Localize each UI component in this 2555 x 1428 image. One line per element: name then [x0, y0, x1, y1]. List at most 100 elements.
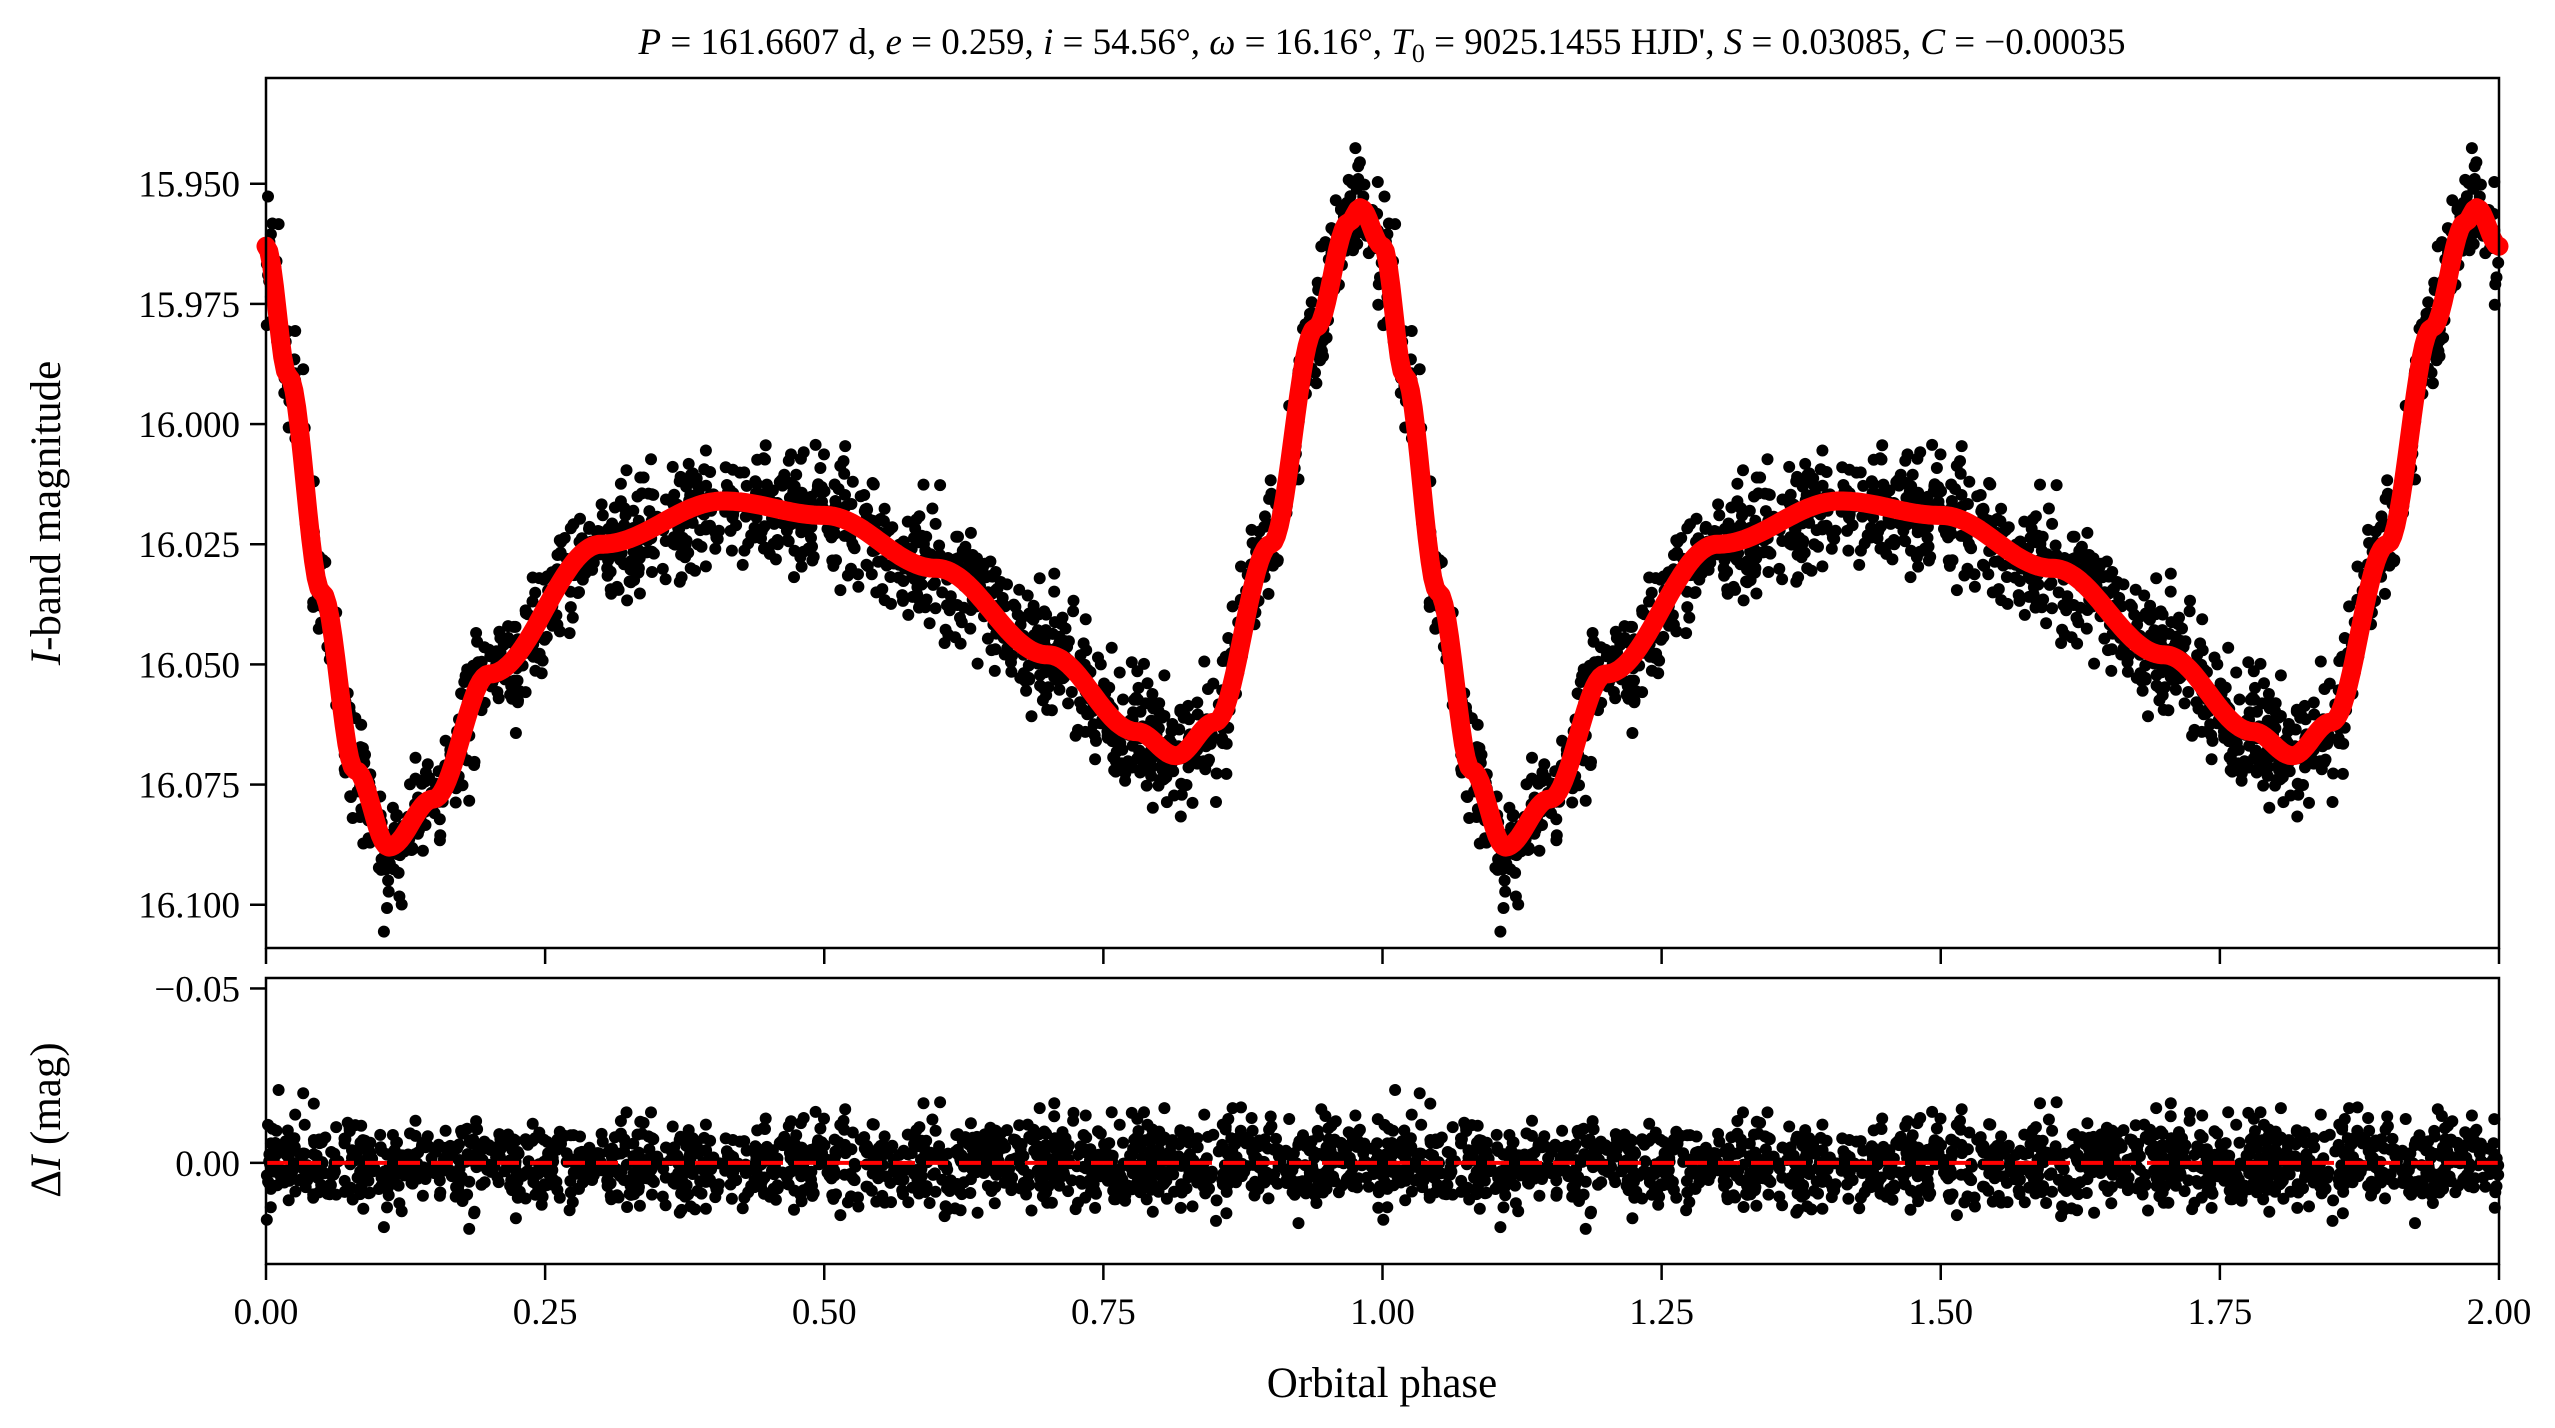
data-point — [1681, 601, 1694, 614]
data-point — [2000, 571, 2013, 583]
data-point — [1499, 885, 1512, 898]
data-point — [1690, 512, 1703, 525]
data-point — [1820, 521, 1833, 534]
data-point — [2465, 142, 2478, 155]
data-point — [2178, 697, 2191, 710]
data-point — [1033, 572, 1046, 585]
data-point — [978, 557, 991, 570]
title-t0-subscript: 0 — [1412, 39, 1425, 68]
residual-point — [1186, 1200, 1199, 1213]
residual-point — [2409, 1217, 2421, 1230]
data-point — [1904, 571, 1917, 584]
data-point — [1740, 575, 1753, 588]
data-point — [2379, 587, 2391, 600]
data-point — [1842, 544, 1855, 557]
residual-point — [934, 1096, 947, 1109]
residual-point — [1349, 1109, 1362, 1122]
data-point — [620, 464, 633, 477]
data-point — [1914, 446, 1927, 459]
data-point — [1040, 608, 1053, 621]
data-point — [382, 885, 395, 898]
data-point — [1643, 571, 1656, 584]
residual-point — [1932, 1136, 1945, 1149]
data-point — [1930, 462, 1943, 474]
data-point — [1991, 513, 2004, 525]
data-point — [601, 562, 614, 575]
data-point — [1846, 519, 1859, 532]
data-point — [1168, 789, 1181, 802]
data-point — [433, 813, 446, 826]
data-point — [1350, 182, 1363, 195]
residual-point — [1013, 1119, 1026, 1132]
data-point — [814, 462, 827, 474]
data-point — [564, 601, 577, 614]
data-point — [685, 468, 698, 481]
data-point — [1888, 534, 1900, 546]
residual-point — [926, 1113, 939, 1126]
data-point — [640, 546, 653, 559]
data-point — [2088, 657, 2101, 670]
data-point — [759, 453, 771, 466]
title-e-symbol: e — [885, 22, 901, 63]
data-point — [1253, 525, 1266, 538]
data-point — [1180, 779, 1193, 791]
data-point — [1069, 729, 1082, 742]
residual-point — [1737, 1201, 1750, 1213]
data-point — [1025, 710, 1038, 723]
data-point — [537, 573, 550, 586]
data-point — [1305, 296, 1318, 309]
data-point — [659, 573, 672, 586]
data-point — [1125, 656, 1138, 669]
data-point — [2071, 637, 2084, 650]
data-point — [2098, 632, 2111, 645]
data-point — [449, 796, 462, 809]
data-point — [1235, 560, 1247, 573]
residual-point — [1533, 1189, 1546, 1202]
residual-point — [699, 1118, 712, 1131]
data-point — [1202, 683, 1214, 695]
data-point — [1816, 560, 1829, 573]
data-point — [964, 526, 977, 539]
data-point — [1503, 801, 1516, 814]
data-point — [1955, 489, 1968, 501]
data-point — [1183, 713, 1196, 726]
data-point — [2111, 576, 2124, 588]
data-point — [619, 509, 632, 522]
data-point — [874, 513, 887, 525]
data-point — [1932, 481, 1945, 493]
data-point — [624, 561, 637, 574]
data-point — [1473, 742, 1486, 755]
data-point — [1922, 554, 1935, 567]
residual-point — [645, 1106, 657, 1119]
data-point — [519, 604, 532, 617]
data-point — [2045, 576, 2058, 589]
data-point — [2183, 605, 2196, 618]
data-point — [1460, 790, 1473, 803]
residual-point — [1371, 1137, 1384, 1150]
data-point — [1022, 672, 1035, 685]
data-point — [2243, 706, 2256, 719]
residual-point — [2230, 1118, 2243, 1131]
data-point — [795, 560, 808, 573]
data-point — [1160, 771, 1173, 784]
residual-point — [1210, 1214, 1222, 1227]
y-tick-label: 16.000 — [138, 405, 240, 446]
data-point — [847, 541, 860, 554]
data-point — [1146, 801, 1159, 814]
data-point — [1773, 562, 1786, 575]
data-point — [2138, 672, 2151, 685]
y-tick-label: 16.025 — [138, 525, 240, 566]
data-point — [611, 580, 624, 593]
data-point — [2018, 608, 2031, 621]
data-point — [344, 790, 357, 803]
data-point — [897, 575, 910, 587]
residual-point — [1389, 1084, 1402, 1096]
data-point — [2142, 710, 2154, 723]
data-point — [583, 522, 595, 535]
data-point — [1828, 533, 1841, 545]
data-point — [2182, 686, 2195, 698]
residual-point — [736, 1202, 749, 1215]
data-point — [262, 190, 274, 203]
data-point — [837, 455, 850, 468]
data-point — [1725, 501, 1738, 514]
